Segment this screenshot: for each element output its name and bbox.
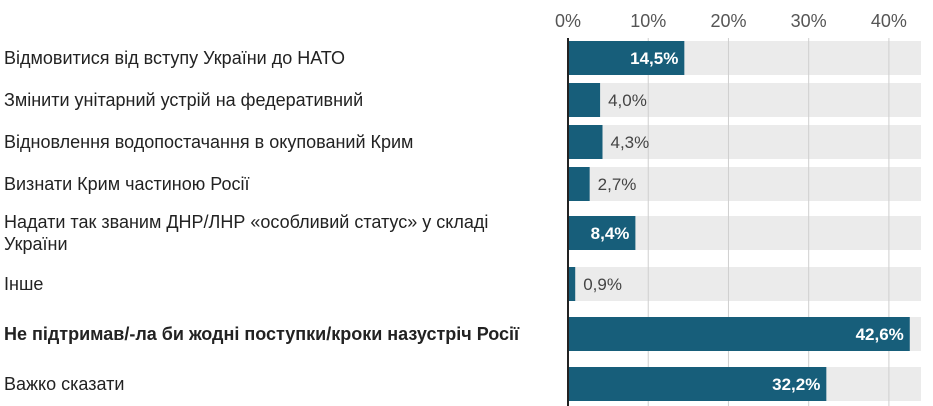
bar-value-label: 0,9% [583, 275, 622, 294]
bar [568, 41, 685, 75]
bar [568, 167, 590, 201]
bar-track [568, 125, 921, 159]
bar [568, 267, 576, 301]
bar [568, 83, 601, 117]
x-tick-label: 10% [630, 11, 666, 31]
bar [568, 317, 910, 351]
bar-track [568, 267, 921, 301]
bar-value-label: 14,5% [630, 49, 678, 68]
bar-value-label: 2,7% [598, 175, 637, 194]
bar [568, 125, 603, 159]
category-label: Змінити унітарний устрій на федеративний [4, 90, 364, 110]
category-label: Відновлення водопостачання в окупований … [4, 132, 414, 152]
bar-value-label: 42,6% [856, 325, 904, 344]
category-label: Інше [4, 274, 44, 294]
bar-value-label: 4,0% [608, 91, 647, 110]
bar [568, 367, 827, 401]
bar [568, 216, 636, 250]
category-label: Не підтримав/-ла би жодні поступки/кроки… [4, 324, 520, 344]
category-label: Відмовитися від вступу України до НАТО [4, 48, 345, 68]
x-tick-label: 40% [871, 11, 907, 31]
bar-value-label: 8,4% [591, 224, 630, 243]
bar-value-label: 4,3% [610, 133, 649, 152]
bar-track [568, 167, 921, 201]
category-label: Надати так званим ДНР/ЛНР «особливий ста… [4, 212, 489, 254]
category-label: Важко сказати [4, 374, 125, 394]
x-tick-label: 30% [791, 11, 827, 31]
bar-track [568, 83, 921, 117]
bar-value-label: 32,2% [772, 375, 820, 394]
x-tick-label: 0% [555, 11, 581, 31]
x-tick-label: 20% [710, 11, 746, 31]
category-label: Визнати Крим частиною Росії [4, 174, 250, 194]
